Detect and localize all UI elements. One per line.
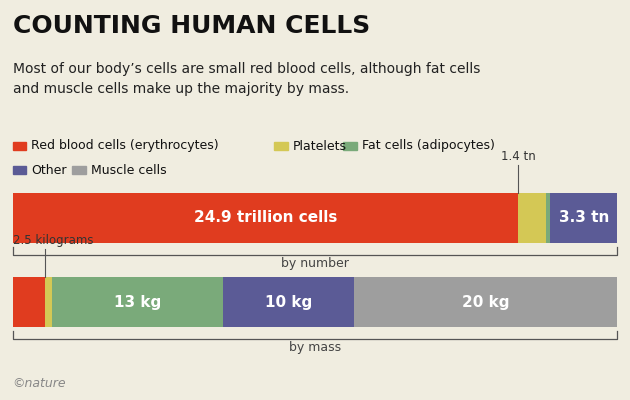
Text: Red blood cells (erythrocytes): Red blood cells (erythrocytes): [32, 140, 219, 152]
Text: 20 kg: 20 kg: [462, 294, 510, 310]
Text: 24.9 trillion cells: 24.9 trillion cells: [193, 210, 337, 226]
Bar: [13, 142, 26, 150]
Text: Muscle cells: Muscle cells: [91, 164, 167, 176]
Text: ©nature: ©nature: [13, 377, 66, 390]
Bar: [551, 193, 617, 243]
Text: Most of our body’s cells are small red blood cells, although fat cells
and muscl: Most of our body’s cells are small red b…: [13, 62, 480, 96]
Text: 10 kg: 10 kg: [265, 294, 312, 310]
Bar: [13, 193, 518, 243]
Bar: [274, 142, 288, 150]
Bar: [355, 277, 617, 327]
Text: Fat cells (adipocytes): Fat cells (adipocytes): [362, 140, 495, 152]
Bar: [13, 166, 26, 174]
Bar: [13, 277, 45, 327]
Text: by number: by number: [281, 257, 349, 270]
Bar: [72, 166, 86, 174]
Bar: [52, 277, 223, 327]
Text: 3.3 tn: 3.3 tn: [559, 210, 609, 226]
Text: COUNTING HUMAN CELLS: COUNTING HUMAN CELLS: [13, 14, 370, 38]
Text: 1.4 tn: 1.4 tn: [501, 150, 536, 163]
Text: 13 kg: 13 kg: [114, 294, 161, 310]
Text: by mass: by mass: [289, 341, 341, 354]
Bar: [45, 277, 52, 327]
Text: 2.5 kilograms: 2.5 kilograms: [13, 234, 93, 247]
Bar: [546, 193, 551, 243]
Text: Platelets: Platelets: [293, 140, 347, 152]
Bar: [518, 193, 546, 243]
Bar: [223, 277, 355, 327]
Text: Other: Other: [32, 164, 67, 176]
Bar: [343, 142, 357, 150]
